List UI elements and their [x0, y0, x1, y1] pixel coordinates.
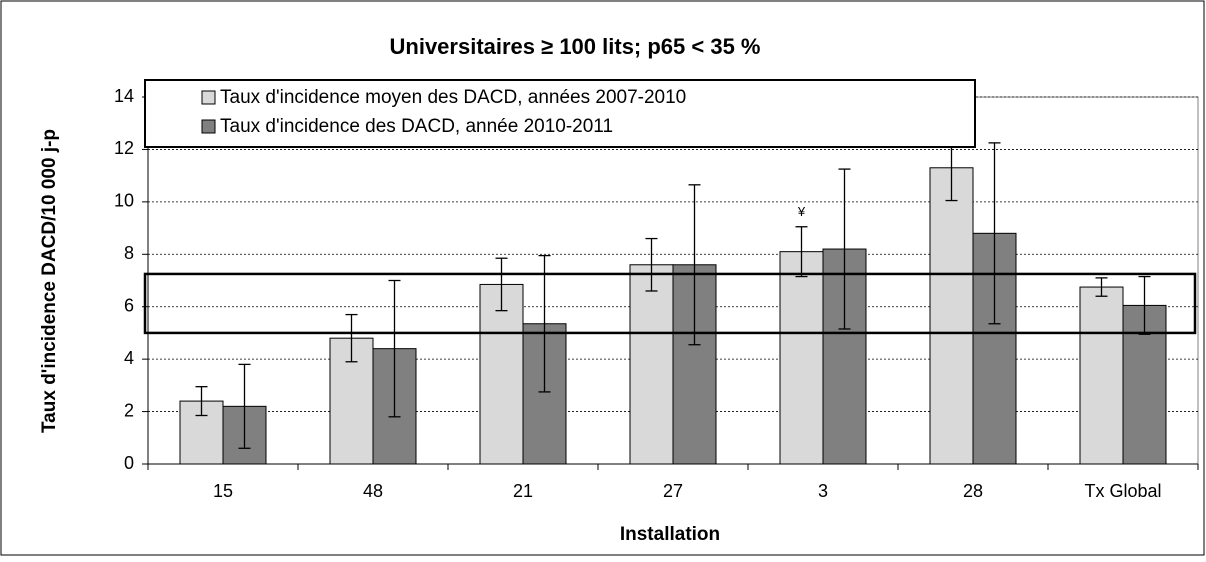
error-bar [795, 226, 808, 278]
bar [479, 283, 524, 465]
error-bar [645, 237, 658, 292]
y-tick-label: 10 [114, 191, 134, 211]
value-note: ¥ [797, 204, 806, 219]
x-axis-label: Installation [620, 524, 720, 545]
y-tick-label: 8 [124, 243, 134, 263]
y-tick-label: 0 [124, 453, 134, 473]
chart-title: Universitaires ≥ 100 lits; p65 < 35 % [390, 34, 761, 59]
x-tick-label: Tx Global [1084, 481, 1161, 501]
bar [779, 251, 824, 465]
highlight-band [143, 272, 1197, 335]
x-tick-label: 21 [513, 481, 533, 501]
y-tick-label: 12 [114, 138, 134, 158]
error-bar [538, 254, 551, 393]
bar [1079, 286, 1124, 465]
error-bar [838, 168, 851, 330]
error-bar [688, 184, 701, 346]
y-axis-label: Taux d'incidence DACD/10 000 j-p [39, 129, 60, 433]
bar [629, 264, 674, 465]
bar [929, 167, 974, 465]
legend-swatch [201, 90, 216, 105]
x-tick-label: 3 [818, 481, 828, 501]
legend-swatch [201, 119, 216, 134]
error-bar [1095, 277, 1108, 297]
x-tick-label: 48 [363, 481, 383, 501]
error-bar [988, 142, 1001, 325]
error-bar [195, 386, 208, 417]
x-tick-label: 28 [963, 481, 983, 501]
legend-label: Taux d'incidence des DACD, année 2010-20… [220, 116, 613, 137]
error-bar [345, 313, 358, 363]
y-tick-label: 2 [124, 400, 134, 420]
x-tick-label: 27 [663, 481, 683, 501]
error-bar [495, 257, 508, 312]
error-bar [238, 363, 251, 449]
y-tick-label: 14 [114, 86, 134, 106]
x-tick-label: 15 [213, 481, 233, 501]
legend-box [144, 79, 976, 148]
y-tick-label: 4 [124, 348, 134, 368]
error-bar [388, 279, 401, 418]
legend-label: Taux d'incidence moyen des DACD, années … [220, 87, 686, 108]
error-bar [1138, 275, 1151, 335]
y-tick-label: 6 [124, 295, 134, 315]
